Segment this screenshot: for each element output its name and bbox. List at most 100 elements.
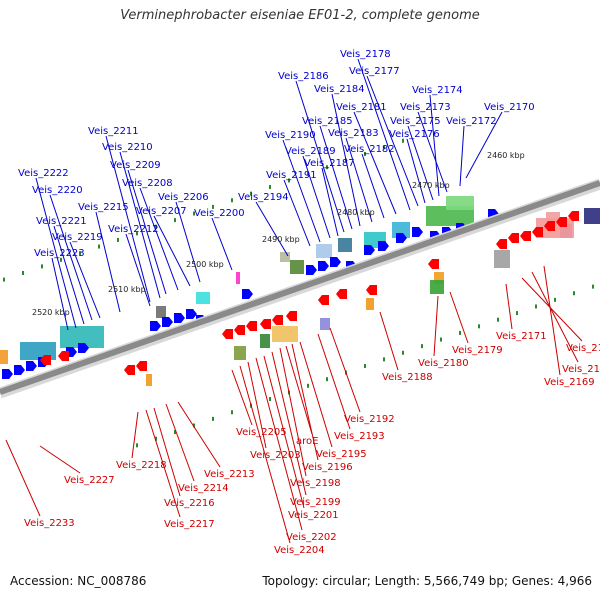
leader-line — [291, 343, 319, 461]
leader-line — [211, 217, 233, 271]
gene-label-veis_2202: Veis_2202 — [286, 532, 337, 543]
leader-line — [119, 151, 161, 299]
leader-line — [379, 311, 399, 371]
leader-line — [51, 257, 69, 331]
leader-line — [299, 341, 333, 448]
leader-line — [231, 369, 253, 426]
gene-label-veis_2196: Veis_2196 — [302, 462, 353, 473]
reverse-gene-arrow — [428, 259, 439, 269]
tick-mark-upper — [288, 178, 290, 183]
gene-label-veis_2233: Veis_2233 — [24, 518, 75, 529]
gene-block — [546, 212, 560, 222]
gene-label-veis_2179: Veis_2179 — [452, 345, 503, 356]
leader-lines — [5, 58, 583, 544]
gene-label-veis_2200: Veis_2200 — [194, 208, 245, 219]
gene-block — [196, 292, 210, 304]
tick-mark-lower — [193, 423, 195, 428]
reverse-gene-arrow — [246, 321, 257, 331]
leader-line — [271, 351, 307, 496]
gene-block — [584, 208, 600, 224]
reverse-gene-arrow — [58, 351, 69, 361]
forward-gene-arrow — [396, 233, 407, 243]
leader-line — [145, 409, 181, 518]
forward-gene-arrow — [162, 317, 173, 327]
tick-mark-upper — [136, 231, 138, 236]
gene-label-veis_2184: Veis_2184 — [314, 84, 365, 95]
gene-block — [426, 206, 474, 226]
tick-mark-lower — [269, 397, 271, 402]
gene-block — [146, 374, 152, 386]
leader-line — [357, 58, 411, 211]
forward-gene-arrow — [174, 313, 185, 323]
gene-label-veis_2218: Veis_2218 — [116, 460, 167, 471]
gene-label-veis_2209: Veis_2209 — [110, 160, 161, 171]
leader-line — [353, 111, 397, 215]
gene-block — [280, 252, 290, 262]
reverse-gene-arrow — [568, 211, 579, 221]
leader-line — [317, 333, 351, 430]
reverse-gene-arrow — [222, 329, 233, 339]
tick-mark-lower — [231, 410, 233, 415]
gene-label-veis_2177: Veis_2177 — [349, 66, 400, 77]
gene-label-veis_2193: Veis_2193 — [334, 431, 385, 442]
leader-line — [449, 291, 469, 344]
reverse-gene-arrow — [286, 311, 297, 321]
gene-label-aroe: aroE — [296, 436, 318, 447]
leader-line — [153, 407, 181, 497]
gene-block — [446, 196, 474, 210]
gene-label-veis_2173: Veis_2173 — [400, 102, 451, 113]
gene-label-veis_2170: Veis_2170 — [484, 102, 535, 113]
tick-mark-lower — [573, 291, 575, 296]
gene-layer — [0, 196, 600, 386]
gene-block — [320, 318, 330, 330]
gene-label-veis_2215: Veis_2215 — [78, 202, 129, 213]
leader-line — [263, 355, 305, 509]
leader-line — [255, 357, 303, 531]
gene-label-veis_2211: Veis_2211 — [88, 126, 139, 137]
reverse-gene-arrow — [508, 233, 519, 243]
tick-mark-upper — [79, 251, 81, 256]
gene-label-veis_2195: Veis_2195 — [316, 449, 367, 460]
genome-summary: Topology: circular; Length: 5,566,749 bp… — [262, 574, 592, 588]
leader-line — [49, 194, 93, 321]
tick-mark-upper — [383, 145, 385, 150]
reverse-gene-arrow — [318, 295, 329, 305]
tick-mark-lower — [383, 357, 385, 362]
genome-title: Verminephrobacter eiseniae EF01-2, compl… — [120, 8, 480, 23]
gene-label-veis_2223: Veis_2223 — [34, 248, 85, 259]
kbp-tick-label: 2510 kbp — [108, 285, 146, 294]
gene-block — [260, 334, 270, 348]
gene-label-veis_2227: Veis_2227 — [64, 475, 115, 486]
leader-line — [345, 137, 373, 223]
gene-label-veis_2213: Veis_2213 — [204, 469, 255, 480]
leader-line — [239, 365, 291, 544]
leader-line — [279, 347, 307, 477]
gene-block — [60, 326, 104, 348]
gene-label-veis_2206: Veis_2206 — [158, 192, 209, 203]
leader-line — [407, 125, 434, 201]
leader-line — [433, 295, 439, 357]
gene-label-veis_2220: Veis_2220 — [32, 185, 83, 196]
leader-line — [153, 215, 191, 287]
tick-mark-lower — [516, 311, 518, 316]
forward-gene-arrow — [26, 361, 37, 371]
gene-label-veis_2175: Veis_2175 — [390, 116, 441, 127]
leader-line — [295, 80, 345, 233]
gene-label-veis_2181: Veis_2181 — [336, 102, 387, 113]
forward-gene-arrow — [412, 227, 423, 237]
gene-label-veis_2166: Veis_2166 — [566, 343, 600, 354]
gene-label-veis_2217: Veis_2217 — [164, 519, 215, 530]
gene-block — [494, 250, 510, 268]
forward-gene-arrow — [14, 365, 25, 375]
leader-line — [319, 125, 353, 230]
leader-line — [366, 75, 419, 207]
gene-block — [316, 244, 332, 258]
tick-mark-upper — [60, 257, 62, 262]
reverse-gene-arrow — [520, 231, 531, 241]
forward-gene-arrow — [318, 261, 329, 271]
tick-mark-upper — [326, 165, 328, 170]
tick-mark-upper — [174, 218, 176, 223]
gene-label-veis_2187: Veis_2187 — [304, 158, 355, 169]
tick-mark-upper — [307, 171, 309, 176]
